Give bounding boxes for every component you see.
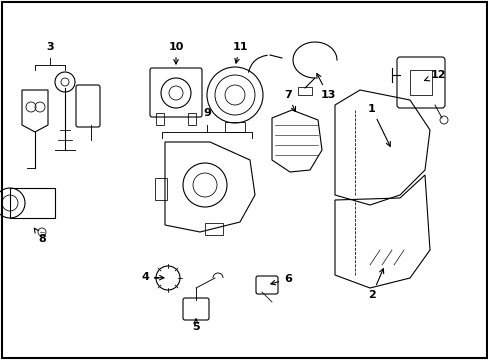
Text: 4: 4: [141, 272, 163, 282]
Text: 11: 11: [232, 42, 247, 63]
Text: 13: 13: [316, 73, 335, 100]
Text: 5: 5: [192, 319, 200, 332]
Bar: [224, 122, 244, 132]
Bar: [155, 178, 167, 200]
Bar: [187, 113, 196, 125]
Bar: [10, 188, 55, 218]
Text: 10: 10: [168, 42, 183, 64]
Text: 2: 2: [367, 269, 383, 300]
Text: 3: 3: [46, 42, 54, 52]
Bar: [156, 113, 163, 125]
Text: 7: 7: [284, 90, 295, 111]
Bar: [297, 87, 311, 95]
Bar: [204, 223, 223, 235]
Text: 12: 12: [424, 70, 445, 81]
Bar: [409, 70, 431, 95]
Text: 1: 1: [367, 104, 389, 147]
Text: 9: 9: [203, 108, 210, 118]
Text: 6: 6: [270, 274, 291, 285]
Text: 8: 8: [34, 228, 46, 244]
